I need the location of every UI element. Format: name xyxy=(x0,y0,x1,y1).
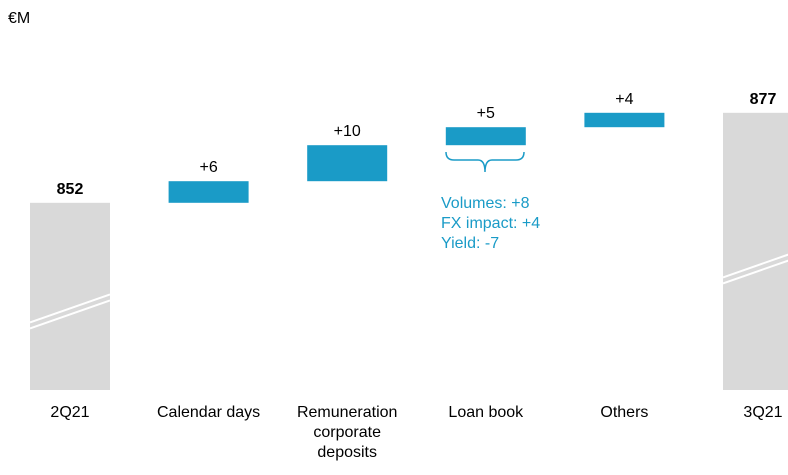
category-label: 2Q21 xyxy=(50,404,90,421)
total-bar xyxy=(723,112,788,391)
category-label: Remuneration corporate deposits xyxy=(296,404,398,461)
value-label: +10 xyxy=(334,123,361,140)
value-label: +6 xyxy=(199,159,217,176)
annotation: Volumes: +8 FX impact: +4 Yield: -7 xyxy=(441,194,540,254)
brace xyxy=(445,151,525,173)
total-bar xyxy=(30,202,110,390)
axis-break xyxy=(722,253,788,279)
delta-bar xyxy=(168,181,249,203)
category-label: Loan book xyxy=(448,404,524,421)
value-label: 852 xyxy=(57,181,84,198)
axis-break xyxy=(29,299,111,330)
axis-break xyxy=(722,259,788,285)
unit-label: €M xyxy=(8,10,31,27)
value-label: +4 xyxy=(615,91,633,108)
annotation-line: Yield: -7 xyxy=(441,235,500,252)
value-label: 877 xyxy=(750,91,777,108)
delta-bar xyxy=(584,112,665,128)
category-label: 3Q21 xyxy=(743,404,783,421)
value-label: +5 xyxy=(477,105,495,122)
axis-break xyxy=(29,293,111,324)
annotation-line: FX impact: +4 xyxy=(441,215,541,232)
category-label: Others xyxy=(600,404,649,421)
annotation-line: Volumes: +8 xyxy=(441,195,530,212)
delta-bar xyxy=(445,127,526,146)
delta-bar xyxy=(307,145,388,182)
category-label: Calendar days xyxy=(157,404,261,421)
